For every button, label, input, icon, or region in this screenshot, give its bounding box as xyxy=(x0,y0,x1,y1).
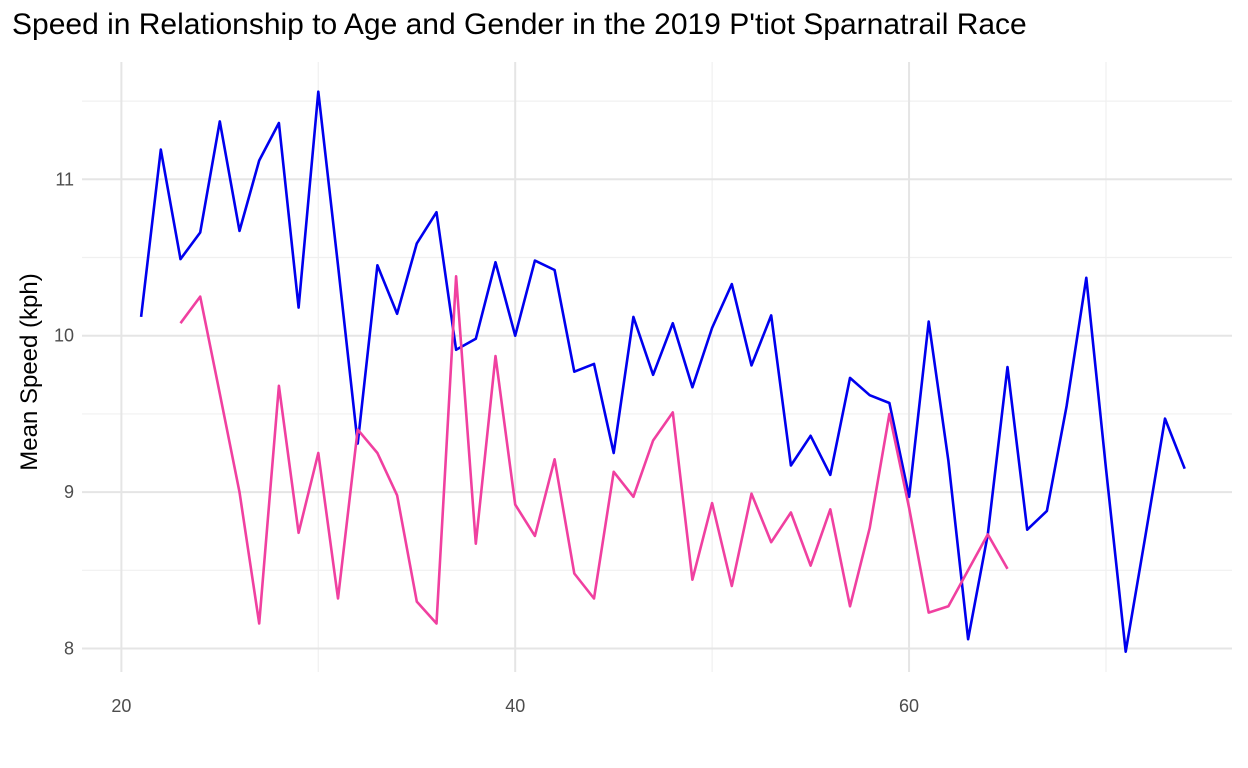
x-tick-label: 40 xyxy=(505,696,525,716)
y-tick-label: 9 xyxy=(64,482,74,502)
y-tick-label: 10 xyxy=(54,326,74,346)
y-axis-title: Mean Speed (kph) xyxy=(16,273,43,470)
grid-lines xyxy=(82,62,1232,672)
x-tick-label: 20 xyxy=(111,696,131,716)
series-line-1 xyxy=(139,90,1186,654)
tick-labels: 20 40 60 8 9 10 11 xyxy=(54,169,919,716)
y-tick-label: 8 xyxy=(64,639,74,659)
series-lines xyxy=(139,90,1186,654)
chart-title: Speed in Relationship to Age and Gender … xyxy=(12,8,1027,41)
series-line-2 xyxy=(179,274,1009,625)
x-tick-label: 60 xyxy=(899,696,919,716)
y-tick-label: 11 xyxy=(55,169,74,189)
